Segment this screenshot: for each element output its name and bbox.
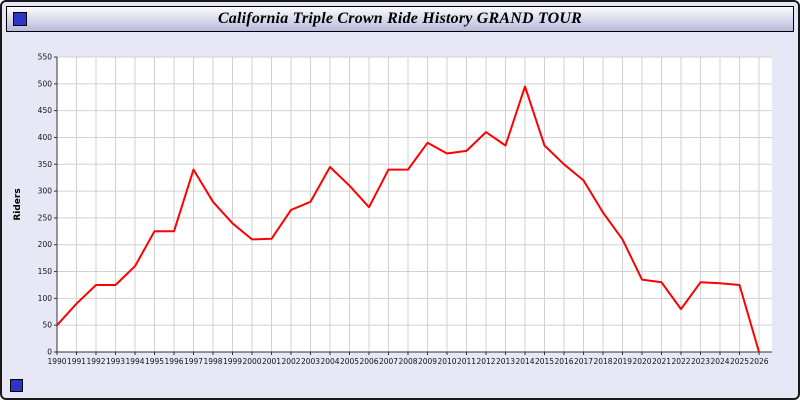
- x-tick-label: 2025: [730, 357, 749, 366]
- y-tick-label: 450: [38, 106, 53, 115]
- y-tick-label: 250: [38, 213, 53, 222]
- x-tick-label: 2015: [535, 357, 554, 366]
- x-tick-label: 1998: [203, 357, 222, 366]
- y-tick-label: 350: [38, 160, 53, 169]
- x-tick-label: 2003: [301, 357, 320, 366]
- y-tick-label: 200: [38, 240, 53, 249]
- x-tick-label: 2011: [457, 357, 476, 366]
- x-tick-label: 1990: [47, 357, 66, 366]
- blue-square-icon: [10, 379, 23, 392]
- y-tick-label: 100: [38, 294, 53, 303]
- riders-line-series: [56, 85, 760, 353]
- x-tick-label: 2001: [262, 357, 281, 366]
- x-tick-label: 2019: [613, 357, 632, 366]
- x-tick-label: 1993: [106, 357, 125, 366]
- y-tick-label: 150: [38, 267, 53, 276]
- x-tick-label: 2002: [281, 357, 300, 366]
- x-tick-label: 1994: [125, 357, 144, 366]
- title-bar: California Triple Crown Ride History GRA…: [6, 6, 794, 32]
- chart: 0 50 100 150 200 250 300 350 400 450 500 550 1990 199…: [6, 40, 798, 374]
- x-tick-label: 2014: [515, 357, 534, 366]
- x-tick-label: 2020: [632, 357, 651, 366]
- y-tick-label: 500: [38, 79, 53, 88]
- x-tick-label: 2010: [437, 357, 456, 366]
- page-title: California Triple Crown Ride History GRA…: [217, 10, 583, 27]
- x-tick-label: 2004: [320, 357, 339, 366]
- x-tick-label: 1999: [223, 357, 242, 366]
- y-tick-label: 300: [38, 187, 53, 196]
- y-tick-label: 400: [38, 133, 53, 142]
- y-axis-label: Riders: [13, 188, 23, 220]
- x-tick-label: 1991: [67, 357, 86, 366]
- x-tick-label: 1995: [145, 357, 164, 366]
- y-tick-label: 550: [38, 53, 53, 62]
- y-tick-label: 0: [47, 348, 52, 357]
- x-tick-label: 2022: [671, 357, 690, 366]
- plot-area: [57, 57, 772, 352]
- x-tick-label: 2000: [242, 357, 261, 366]
- x-tick-label: 2006: [359, 357, 378, 366]
- x-tick-label: 2021: [652, 357, 671, 366]
- x-tick-label: 1996: [164, 357, 183, 366]
- x-tick-label: 2012: [476, 357, 495, 366]
- x-tick-label: 2013: [496, 357, 515, 366]
- x-tick-label: 2005: [340, 357, 359, 366]
- x-tick-label: 2026: [749, 357, 768, 366]
- x-tick-label: 2023: [691, 357, 710, 366]
- x-tick-label: 2016: [554, 357, 573, 366]
- x-tick-label: 2018: [593, 357, 612, 366]
- blue-square-icon: [13, 12, 27, 26]
- x-tick-label: 2024: [710, 357, 729, 366]
- x-tick-label: 2017: [574, 357, 593, 366]
- x-tick-label: 1992: [86, 357, 105, 366]
- x-tick-label: 2009: [418, 357, 437, 366]
- x-tick-label: 1997: [184, 357, 203, 366]
- x-tick-label: 2007: [379, 357, 398, 366]
- y-tick-label: 50: [42, 321, 52, 330]
- x-tick-label: 2008: [398, 357, 417, 366]
